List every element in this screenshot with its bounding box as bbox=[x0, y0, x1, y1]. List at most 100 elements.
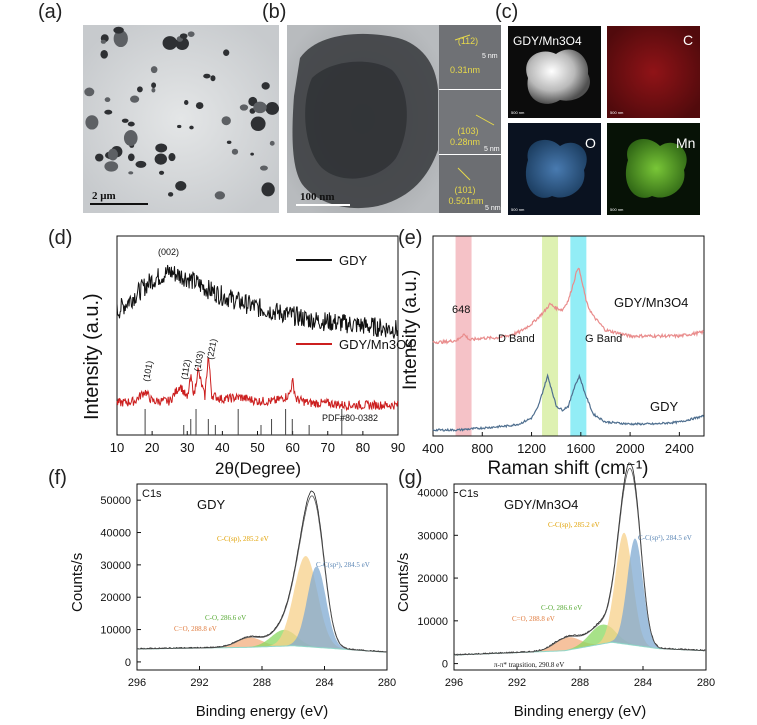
svg-text:500 nm: 500 nm bbox=[610, 110, 624, 115]
peak-label-f-co: C-O, 286.6 eV bbox=[205, 614, 246, 622]
ytick-label: 20000 bbox=[417, 573, 448, 585]
panel-label-g: (g) bbox=[398, 467, 422, 489]
particle bbox=[127, 121, 135, 127]
particle bbox=[223, 49, 230, 56]
particle bbox=[261, 182, 275, 197]
plot-frame-e bbox=[432, 235, 705, 437]
particle bbox=[104, 161, 119, 172]
particle bbox=[85, 115, 99, 130]
fit-envelope bbox=[137, 495, 387, 653]
svg-text:(103): (103) bbox=[457, 126, 478, 136]
particle bbox=[187, 31, 195, 37]
particle bbox=[104, 97, 111, 103]
svg-text:5 nm: 5 nm bbox=[484, 146, 500, 153]
xtick-label: 284 bbox=[634, 677, 652, 689]
hrtem-strip-1: (112) 0.31nm 5 nm bbox=[439, 25, 501, 89]
svg-text:Mn: Mn bbox=[676, 135, 695, 151]
map-tile-c: C 500 nm bbox=[607, 26, 700, 118]
particle bbox=[104, 109, 113, 115]
ylabel-d: Intensity (a.u.) bbox=[81, 293, 103, 420]
map-tile-gdy-mn3o4: GDY/Mn3O4 500 nm bbox=[508, 26, 601, 118]
xtick-label: 30 bbox=[180, 440, 194, 455]
series-line-gdy-d bbox=[116, 264, 399, 339]
peak-label-f-ccsp2: C-C(sp²), 284.5 eV bbox=[316, 561, 370, 569]
xtick-label: 296 bbox=[128, 677, 146, 689]
annot-221: (221) bbox=[205, 338, 218, 360]
xtick-label: 280 bbox=[697, 677, 715, 689]
peak-fill bbox=[454, 532, 706, 655]
annot-103: (103) bbox=[192, 350, 205, 372]
ytick-label: 40000 bbox=[417, 488, 448, 500]
particle bbox=[175, 181, 187, 191]
scale-label-a: 2 μm bbox=[92, 190, 116, 202]
particle bbox=[210, 75, 216, 82]
particle bbox=[231, 148, 239, 155]
ytick-label: 30000 bbox=[100, 560, 131, 572]
xtick-label: 20 bbox=[145, 440, 159, 455]
particle bbox=[189, 125, 194, 130]
series-line-gdy-mn3o4-e bbox=[432, 267, 705, 345]
svg-text:5 nm: 5 nm bbox=[482, 53, 498, 60]
peak-label-g-c=o: C=O, 288.8 eV bbox=[512, 615, 555, 623]
particle bbox=[221, 116, 231, 126]
raman-band bbox=[455, 236, 472, 436]
map-tile-mn: Mn 500 nm bbox=[607, 123, 700, 215]
svg-text:0.31nm: 0.31nm bbox=[450, 65, 480, 75]
panel-a: (a) 2 μm bbox=[38, 1, 279, 213]
particle bbox=[127, 153, 135, 162]
particle bbox=[137, 86, 143, 93]
particle bbox=[195, 102, 204, 110]
peak-label-g-co: C-O, 286.6 eV bbox=[541, 604, 582, 612]
particle bbox=[107, 148, 118, 161]
panel-f: (f) 296 292 288 284 280 0 10000 20000 30000 40000… bbox=[48, 467, 396, 720]
title-f: C1s bbox=[142, 488, 162, 500]
hrtem-strip-2: (103) 0.28nm 5 nm bbox=[439, 90, 501, 154]
xtick-label: 60 bbox=[285, 440, 299, 455]
particle bbox=[252, 126, 257, 130]
xtick-label: 1600 bbox=[566, 441, 595, 456]
svg-text:O: O bbox=[585, 135, 596, 151]
hrtem-strip-3: (101) 0.501nm 5 nm bbox=[439, 155, 501, 213]
particle bbox=[168, 152, 176, 162]
xlabel-d: 2θ(Degree) bbox=[215, 459, 301, 478]
particle bbox=[250, 152, 254, 156]
particle bbox=[253, 101, 267, 114]
particle bbox=[100, 49, 108, 59]
xlabel-g: Binding energy (eV) bbox=[514, 703, 647, 720]
particle bbox=[123, 130, 138, 146]
title-g: C1s bbox=[459, 488, 479, 500]
annot-112: (112) bbox=[179, 359, 192, 381]
particle bbox=[130, 95, 140, 103]
particle bbox=[214, 191, 226, 200]
xlabel-f: Binding energy (eV) bbox=[196, 703, 329, 720]
peak-label-g-ccsp: C-C(sp), 285.2 eV bbox=[548, 521, 600, 529]
xtick-label: 292 bbox=[508, 677, 526, 689]
panel-c: (c) GDY/Mn3O4 500 nm C 500 nm O 500 nm M… bbox=[495, 1, 700, 215]
peak-label-f-ccsp: C-C(sp), 285.2 eV bbox=[217, 535, 269, 543]
raman-band bbox=[542, 236, 559, 436]
panel-b: (b) 100 nm (112) 0.31nm 5 nm (103) 0.28n… bbox=[262, 1, 501, 213]
ytick-label: 20000 bbox=[100, 592, 131, 604]
svg-text:500 nm: 500 nm bbox=[610, 207, 624, 212]
particle bbox=[151, 87, 156, 93]
xlabel-e: Raman shift (cm⁻¹) bbox=[488, 458, 649, 479]
annot-002: (002) bbox=[158, 247, 179, 257]
raw-spectrum bbox=[454, 462, 706, 656]
ytick-label: 0 bbox=[442, 659, 448, 671]
ytick-label: 40000 bbox=[100, 528, 131, 540]
particle bbox=[162, 36, 178, 50]
raman-band bbox=[570, 236, 587, 436]
xtick-label: 90 bbox=[391, 440, 405, 455]
ylabel-e: Intensity (a.u.) bbox=[400, 270, 421, 390]
svg-text:(101): (101) bbox=[454, 185, 475, 195]
panel-label-c: (c) bbox=[495, 1, 518, 23]
xtick-label: 80 bbox=[356, 440, 370, 455]
fit-envelope bbox=[454, 467, 706, 656]
xtick-label: 280 bbox=[378, 677, 396, 689]
particle bbox=[84, 87, 95, 97]
particle bbox=[179, 33, 188, 39]
particle bbox=[128, 171, 134, 175]
particle bbox=[155, 143, 168, 153]
ylabel-g: Counts/s bbox=[395, 553, 412, 612]
particle bbox=[135, 160, 147, 168]
